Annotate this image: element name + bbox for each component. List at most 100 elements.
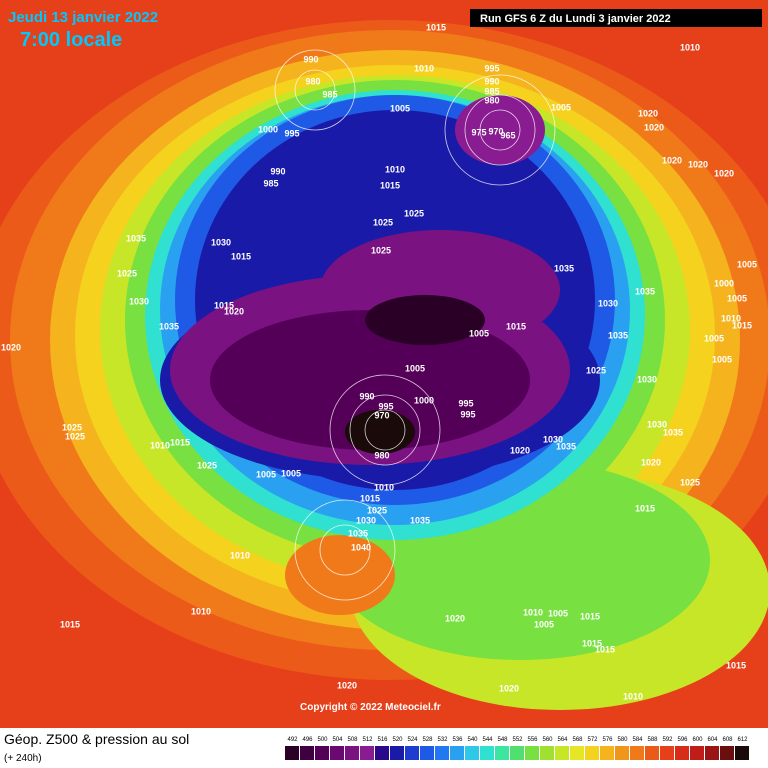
colorbar-swatch — [435, 746, 449, 760]
colorbar-swatch — [360, 746, 374, 760]
colorbar-swatch — [465, 746, 479, 760]
run: Run GFS 6 Z du Lundi 3 janvier 2022 — [480, 13, 671, 25]
isobar-label: 1005 — [551, 102, 571, 112]
legend-title: Géop. Z500 & pression au sol — [4, 731, 189, 747]
isobar-label: 1015 — [426, 22, 446, 32]
isobar-label: 1020 — [224, 306, 244, 316]
colorbar-swatch — [345, 746, 359, 760]
isobar-label: 975 — [471, 127, 486, 137]
colorbar-label: 560 — [542, 737, 553, 743]
isobar-label: 1025 — [586, 365, 606, 375]
colorbar-label: 540 — [467, 737, 478, 743]
colorbar-label: 552 — [512, 737, 523, 743]
isobar-label: 980 — [305, 76, 320, 86]
run-box — [470, 9, 762, 27]
isobar-label: 1020 — [638, 108, 658, 118]
colorbar-swatch — [495, 746, 509, 760]
isobar-label: 990 — [303, 54, 318, 64]
isobar-label: 1035 — [554, 263, 574, 273]
colorbar-swatch — [315, 746, 329, 760]
colorbar-swatch — [675, 746, 689, 760]
colorbar-swatch — [375, 746, 389, 760]
colorbar-label: 588 — [647, 737, 658, 743]
isobar-label: 1025 — [404, 208, 424, 218]
colorbar-label: 556 — [527, 737, 538, 743]
colorbar-label: 512 — [362, 737, 373, 743]
colorbar-label: 516 — [377, 737, 388, 743]
colorbar-swatch — [540, 746, 554, 760]
isobar-label: 1020 — [641, 457, 661, 467]
colorbar-label: 496 — [302, 737, 313, 743]
isobar-label: 1025 — [373, 217, 393, 227]
isobar-label: 985 — [322, 89, 337, 99]
isobar-label: 970 — [488, 126, 503, 136]
isobar-label: 1005 — [281, 468, 301, 478]
isobar-label: 1030 — [211, 237, 231, 247]
isobar-label: 970 — [374, 410, 389, 420]
isobar-label: 1035 — [410, 515, 430, 525]
colorbar-swatch — [420, 746, 434, 760]
colorbar-label: 524 — [407, 737, 418, 743]
isobar-label: 1025 — [371, 245, 391, 255]
colorbar-swatch — [600, 746, 614, 760]
isobar-label: 1040 — [351, 542, 371, 552]
colorbar-label: 528 — [422, 737, 433, 743]
isobar-label: 1015 — [726, 660, 746, 670]
colorbar-label: 580 — [617, 737, 628, 743]
colorbar-swatch — [720, 746, 734, 760]
colorbar-label: 576 — [602, 737, 613, 743]
colorbar-swatch — [735, 746, 749, 760]
isobar-label: 985 — [484, 86, 499, 96]
isobar-label: 980 — [484, 95, 499, 105]
isobar-label: 995 — [378, 401, 393, 411]
isobar-label: 1035 — [608, 330, 628, 340]
isobar-label: 1030 — [356, 515, 376, 525]
colorbar-label: 532 — [437, 737, 448, 743]
isobar-label: 1015 — [635, 503, 655, 513]
isobar-label: 1010 — [680, 42, 700, 52]
isobar-label: 1020 — [644, 122, 664, 132]
isobar-label: 1020 — [714, 168, 734, 178]
isobar-label: 1005 — [469, 328, 489, 338]
isobar-label: 985 — [263, 178, 278, 188]
isobar-label: 1035 — [159, 321, 179, 331]
colorbar-swatch — [390, 746, 404, 760]
geopotential-fields — [0, 20, 768, 710]
colorbar-swatch — [480, 746, 494, 760]
isobar-label: 1035 — [556, 441, 576, 451]
isobar-label: 1035 — [635, 286, 655, 296]
colorbar-label: 536 — [452, 737, 463, 743]
colorbar-label: 568 — [572, 737, 583, 743]
colorbar-label: 592 — [662, 737, 673, 743]
isobar-label: 1010 — [414, 63, 434, 73]
isobar-label: 1005 — [737, 259, 757, 269]
colorbar-swatch — [555, 746, 569, 760]
copyright: Copyright © 2022 Meteociel.fr — [300, 702, 441, 713]
isobar-label: 990 — [270, 166, 285, 176]
colorbar-swatch — [645, 746, 659, 760]
colorbar-label: 596 — [677, 737, 688, 743]
isobar-label: 1020 — [1, 342, 21, 352]
colorbar-swatch — [570, 746, 584, 760]
isobar-label: 1010 — [230, 550, 250, 560]
isobar-label: 1025 — [65, 431, 85, 441]
date: Jeudi 13 janvier 2022 — [8, 9, 158, 26]
colorbar-label: 548 — [497, 737, 508, 743]
colorbar-label: 608 — [722, 737, 733, 743]
isobar-label: 995 — [458, 398, 473, 408]
isobar-label: 1015 — [60, 619, 80, 629]
isobar-label: 1025 — [117, 268, 137, 278]
colorbar-label: 504 — [332, 737, 343, 743]
isobar-label: 1005 — [548, 608, 568, 618]
isobar-label: 1010 — [385, 164, 405, 174]
isobar-label: 1030 — [129, 296, 149, 306]
colorbar-label: 520 — [392, 737, 403, 743]
isobar-label: 1020 — [662, 155, 682, 165]
isobar-label: 1000 — [414, 395, 434, 405]
colorbar-label: 584 — [632, 737, 643, 743]
isobar-label: 1030 — [543, 434, 563, 444]
isobar-label: 1015 — [170, 437, 190, 447]
isobar-label: 995 — [460, 409, 475, 419]
